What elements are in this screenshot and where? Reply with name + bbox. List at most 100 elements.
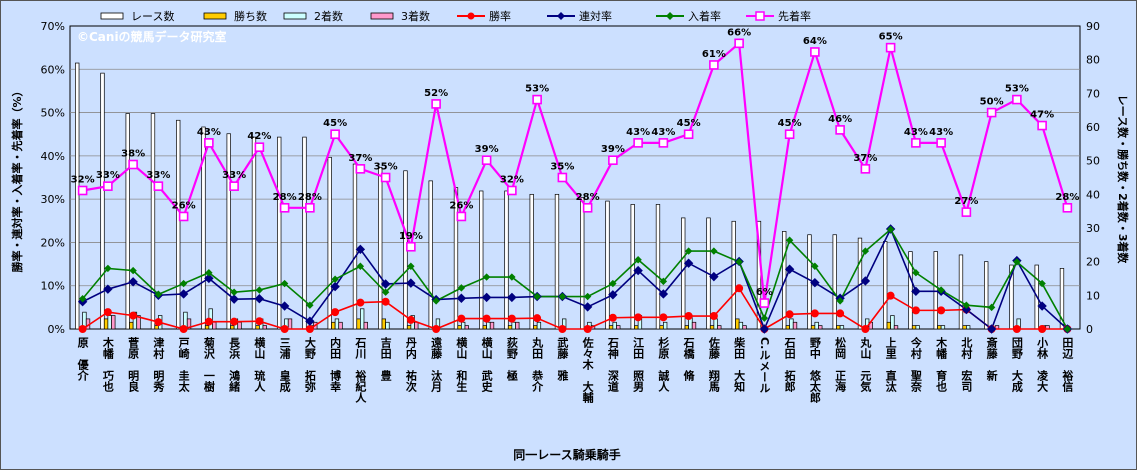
point-先着率 <box>178 211 189 222</box>
point-入着率 <box>104 264 112 273</box>
point-入着率 <box>583 292 592 301</box>
bar-レース数 <box>807 234 812 330</box>
category-label: 戸崎 圭太 <box>177 337 191 393</box>
category-label: 今村 聖奈 <box>909 336 923 393</box>
bar-3着数 <box>136 315 141 330</box>
point-入着率 <box>381 288 390 296</box>
category-label: 遠藤 汰月 <box>430 336 444 393</box>
point-先着率 <box>229 181 239 191</box>
point-入着率 <box>962 301 971 309</box>
bar-3着数 <box>691 321 697 330</box>
category-label: 団野 大成 <box>1010 336 1023 393</box>
point-勝率 <box>179 325 188 333</box>
data-label: 53% <box>525 84 549 95</box>
bar-レース数 <box>251 136 257 330</box>
point-連対率 <box>481 292 492 303</box>
point-勝率 <box>583 325 592 333</box>
point-勝率 <box>886 291 895 300</box>
left-tick-label: 30% <box>41 193 65 206</box>
data-label: 35% <box>550 162 574 173</box>
bar-3着数 <box>464 325 469 330</box>
data-label: 45% <box>323 118 347 129</box>
point-連対率 <box>355 244 366 255</box>
point-先着率 <box>961 207 972 217</box>
category-label: 江田 照男 <box>632 336 645 393</box>
bar-勝ち数 <box>406 325 412 330</box>
category-label: 大野 拓弥 <box>303 336 316 393</box>
category-label: 横山 武史 <box>480 336 493 393</box>
point-入着率 <box>609 279 617 288</box>
bar-2着数 <box>663 321 668 330</box>
bar-勝ち数 <box>204 325 210 330</box>
point-先着率 <box>911 138 921 148</box>
point-入着率 <box>306 301 314 309</box>
point-連対率 <box>860 276 871 286</box>
category-label: 横山 琉人 <box>253 336 266 392</box>
data-label: 39% <box>601 144 625 155</box>
category-label: 津村 明秀 <box>152 336 166 393</box>
data-label: 28% <box>298 192 322 203</box>
category-label: 松岡 正海 <box>834 336 847 393</box>
bar-3着数 <box>792 321 798 330</box>
bar-レース数 <box>428 180 433 330</box>
point-勝率 <box>154 318 163 327</box>
bar-勝ち数 <box>634 325 639 330</box>
point-先着率 <box>355 164 366 174</box>
left-tick-label: 60% <box>41 63 65 76</box>
point-先着率 <box>734 38 744 49</box>
point-勝率 <box>78 325 87 333</box>
point-勝率 <box>331 308 340 317</box>
bar-2着数 <box>385 321 390 330</box>
left-tick-label: 20% <box>41 236 65 249</box>
point-先着率 <box>557 172 568 183</box>
bar-3着数 <box>893 325 899 330</box>
legend-label-入着率: 入着率 <box>688 9 721 23</box>
bar-レース数 <box>226 133 231 330</box>
bar-レース数 <box>125 113 130 330</box>
right-tick-label: 40 <box>1086 188 1100 201</box>
point-連対率 <box>406 278 416 288</box>
bar-レース数 <box>176 119 181 330</box>
point-連対率 <box>128 277 138 287</box>
bar-2着数 <box>940 325 946 330</box>
category-label: 小林 凌大 <box>1036 336 1050 393</box>
point-勝率 <box>432 325 441 333</box>
plot-area: 0% 10% 20% 30% 40% 50% 60% 70% 0 10 20 30 40 50 60 70 80… <box>41 20 1100 404</box>
point-先着率 <box>1062 203 1073 213</box>
point-先着率 <box>608 155 618 165</box>
data-label: 38% <box>121 149 145 160</box>
point-勝率 <box>634 313 643 322</box>
point-勝率 <box>457 314 466 323</box>
left-tick-label: 40% <box>41 150 65 163</box>
left-tick-label: 70% <box>41 20 65 33</box>
category-label: C.ルメール <box>758 337 771 393</box>
point-勝率 <box>1012 325 1021 333</box>
category-label: 横山 和生 <box>455 336 468 393</box>
point-勝率 <box>937 306 946 315</box>
category-label: 荻野 極 <box>505 336 519 382</box>
point-連対率 <box>986 324 997 334</box>
point-入着率 <box>987 303 996 312</box>
point-入着率 <box>356 262 365 270</box>
line-勝率 <box>82 286 1068 331</box>
data-label: 45% <box>677 118 701 129</box>
legend-swatch-3着数 <box>370 12 394 20</box>
point-勝率 <box>709 312 718 321</box>
data-label: 52% <box>424 88 448 99</box>
point-入着率 <box>432 297 440 305</box>
point-先着率 <box>582 203 593 213</box>
right-tick-label: 10 <box>1086 289 1100 302</box>
category-label: 佐々木 大輔 <box>581 336 595 404</box>
left-tick-label: 10% <box>41 280 65 293</box>
point-先着率 <box>759 298 770 308</box>
point-勝率 <box>230 317 239 326</box>
data-label: 65% <box>879 32 903 43</box>
bar-2着数 <box>536 321 542 330</box>
point-連対率 <box>911 286 921 297</box>
bar-2着数 <box>966 325 971 330</box>
bar-レース数 <box>832 234 837 330</box>
bar-3着数 <box>338 321 343 330</box>
bar-2着数 <box>360 308 365 330</box>
point-入着率 <box>280 279 289 288</box>
